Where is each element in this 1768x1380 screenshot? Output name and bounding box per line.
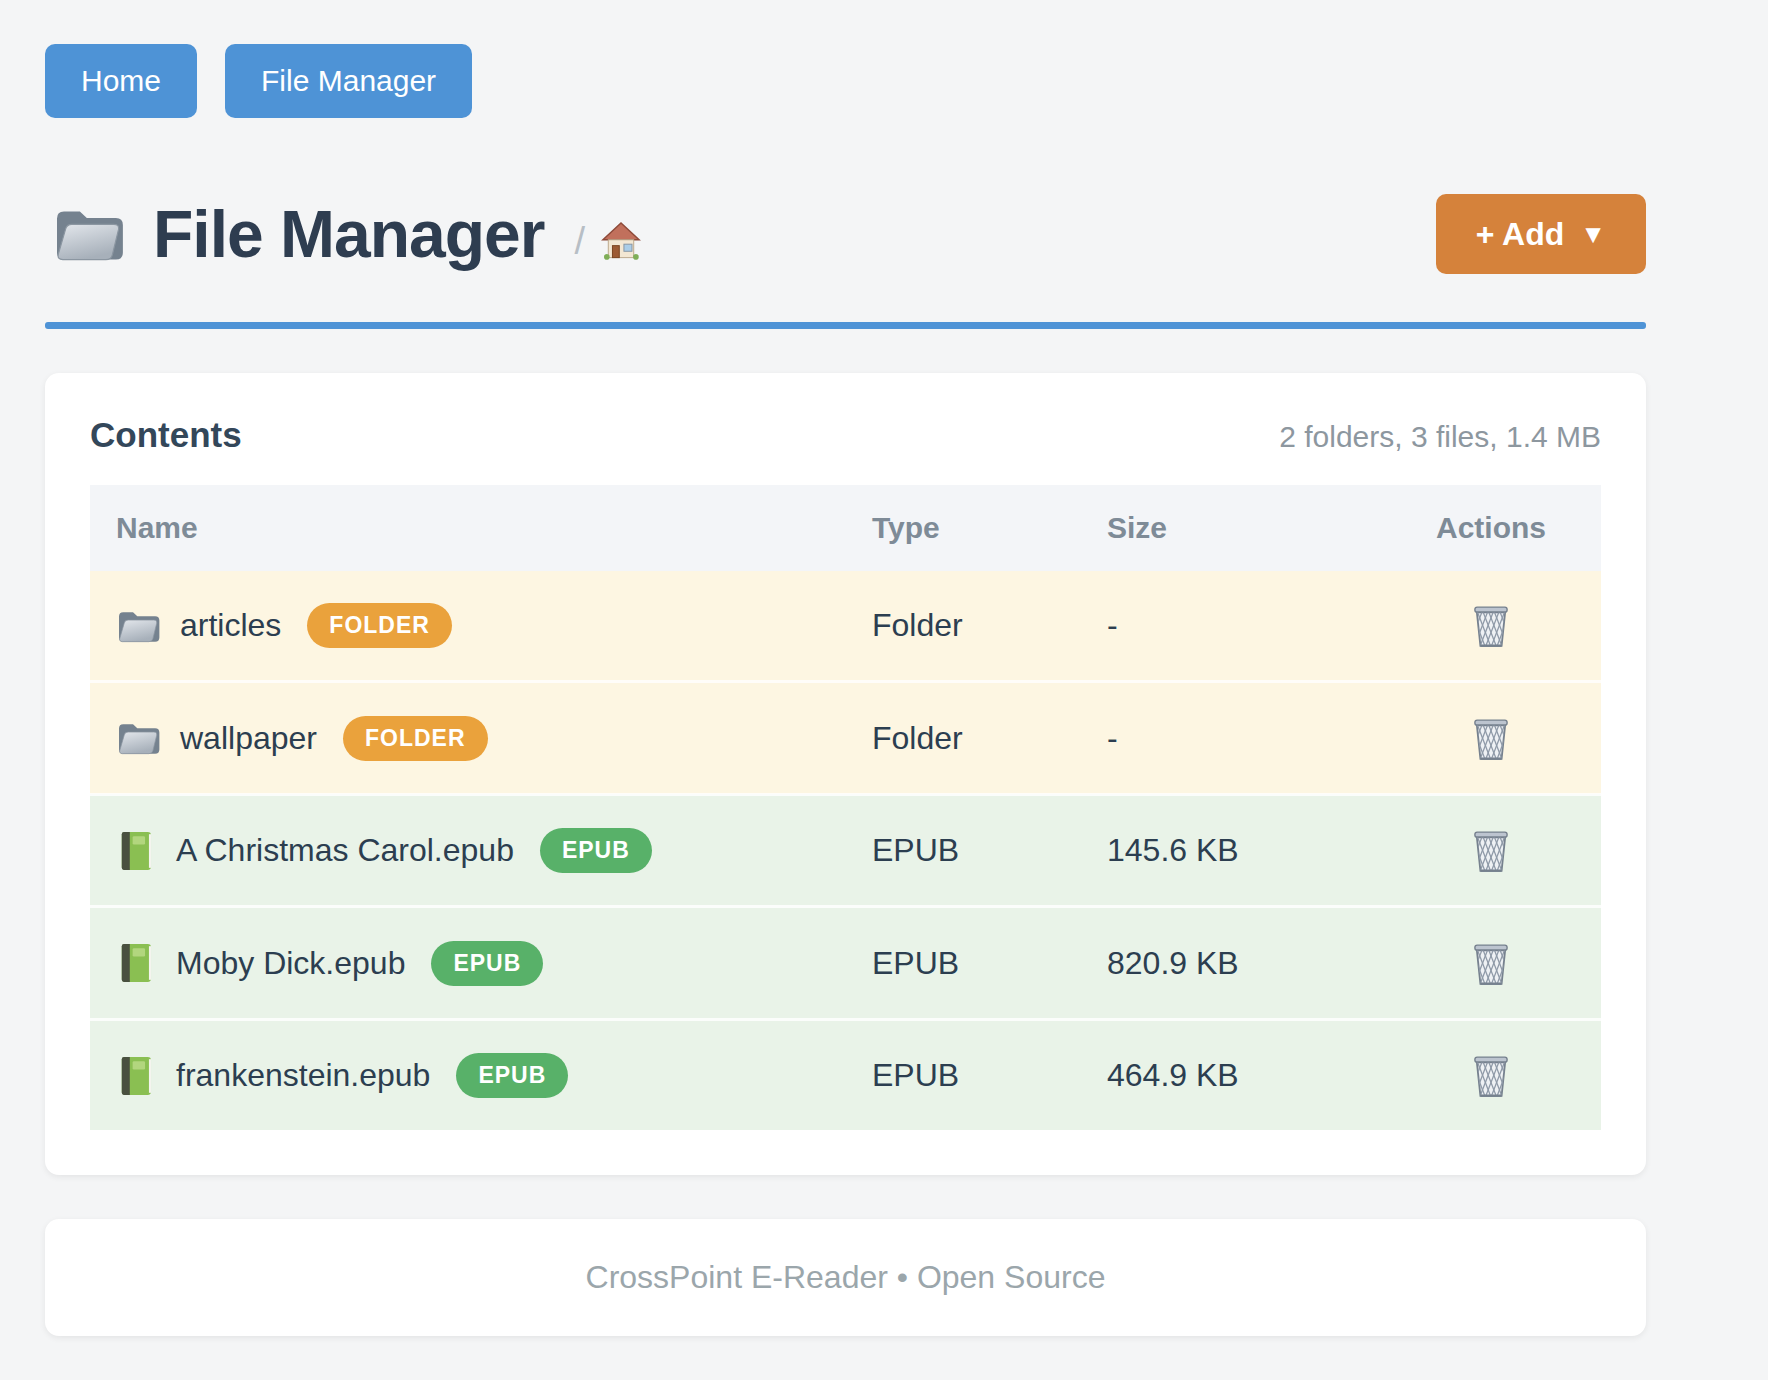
- title-divider: [45, 322, 1646, 329]
- top-nav: Home File Manager: [45, 44, 1646, 118]
- folder-icon: [116, 719, 160, 757]
- table-row[interactable]: Moby Dick.epub EPUB EPUB 820.9 KB: [90, 907, 1601, 1019]
- column-header-size: Size: [1081, 485, 1381, 571]
- delete-button[interactable]: [1468, 715, 1514, 763]
- file-size: 820.9 KB: [1081, 907, 1381, 1019]
- file-type: Folder: [846, 682, 1081, 794]
- table-header-row: Name Type Size Actions: [90, 485, 1601, 571]
- delete-button[interactable]: [1468, 602, 1514, 650]
- trash-icon: [1468, 602, 1514, 650]
- file-manager-button[interactable]: File Manager: [225, 44, 472, 118]
- file-size: -: [1081, 682, 1381, 794]
- add-button[interactable]: + Add ▼: [1436, 194, 1646, 274]
- column-header-name: Name: [90, 485, 846, 571]
- files-table: Name Type Size Actions articles FOLDER F…: [90, 485, 1601, 1130]
- type-badge: FOLDER: [343, 716, 488, 761]
- file-name-link[interactable]: frankenstein.epub: [176, 1057, 430, 1094]
- add-button-label: + Add: [1476, 216, 1565, 253]
- book-icon: [116, 829, 156, 873]
- trash-icon: [1468, 1052, 1514, 1100]
- file-size: 464.9 KB: [1081, 1019, 1381, 1130]
- table-row[interactable]: A Christmas Carol.epub EPUB EPUB 145.6 K…: [90, 794, 1601, 906]
- chevron-down-icon: ▼: [1580, 219, 1606, 250]
- type-badge: EPUB: [431, 941, 543, 986]
- contents-summary: 2 folders, 3 files, 1.4 MB: [1279, 420, 1601, 454]
- column-header-type: Type: [846, 485, 1081, 571]
- contents-heading: Contents: [90, 415, 242, 455]
- trash-icon: [1468, 715, 1514, 763]
- breadcrumb-home-link[interactable]: [599, 219, 643, 263]
- trash-icon: [1468, 940, 1514, 988]
- delete-button[interactable]: [1468, 827, 1514, 875]
- column-header-actions: Actions: [1381, 485, 1601, 571]
- file-type: EPUB: [846, 1019, 1081, 1130]
- file-name-link[interactable]: Moby Dick.epub: [176, 945, 405, 982]
- contents-card: Contents 2 folders, 3 files, 1.4 MB Name…: [45, 373, 1646, 1175]
- delete-button[interactable]: [1468, 1052, 1514, 1100]
- file-name-link[interactable]: A Christmas Carol.epub: [176, 832, 514, 869]
- file-type: EPUB: [846, 907, 1081, 1019]
- file-type: Folder: [846, 571, 1081, 682]
- file-type: EPUB: [846, 794, 1081, 906]
- file-size: 145.6 KB: [1081, 794, 1381, 906]
- book-icon: [116, 1054, 156, 1098]
- footer-text: CrossPoint E-Reader • Open Source: [586, 1259, 1106, 1295]
- home-icon: [599, 219, 643, 263]
- book-icon: [116, 941, 156, 985]
- home-button[interactable]: Home: [45, 44, 197, 118]
- table-row[interactable]: frankenstein.epub EPUB EPUB 464.9 KB: [90, 1019, 1601, 1130]
- table-row[interactable]: wallpaper FOLDER Folder -: [90, 682, 1601, 794]
- delete-button[interactable]: [1468, 940, 1514, 988]
- file-name-link[interactable]: articles: [180, 607, 281, 644]
- folder-icon: [116, 607, 160, 645]
- type-badge: EPUB: [456, 1053, 568, 1098]
- trash-icon: [1468, 827, 1514, 875]
- breadcrumb: /: [574, 219, 643, 263]
- file-size: -: [1081, 571, 1381, 682]
- table-row[interactable]: articles FOLDER Folder -: [90, 571, 1601, 682]
- file-name-link[interactable]: wallpaper: [180, 720, 317, 757]
- type-badge: EPUB: [540, 828, 652, 873]
- type-badge: FOLDER: [307, 603, 452, 648]
- breadcrumb-separator: /: [574, 220, 585, 263]
- folder-icon: [45, 203, 131, 265]
- page-title: File Manager: [153, 196, 544, 272]
- footer: CrossPoint E-Reader • Open Source: [45, 1219, 1646, 1336]
- page-header: File Manager / + Add ▼: [45, 194, 1646, 274]
